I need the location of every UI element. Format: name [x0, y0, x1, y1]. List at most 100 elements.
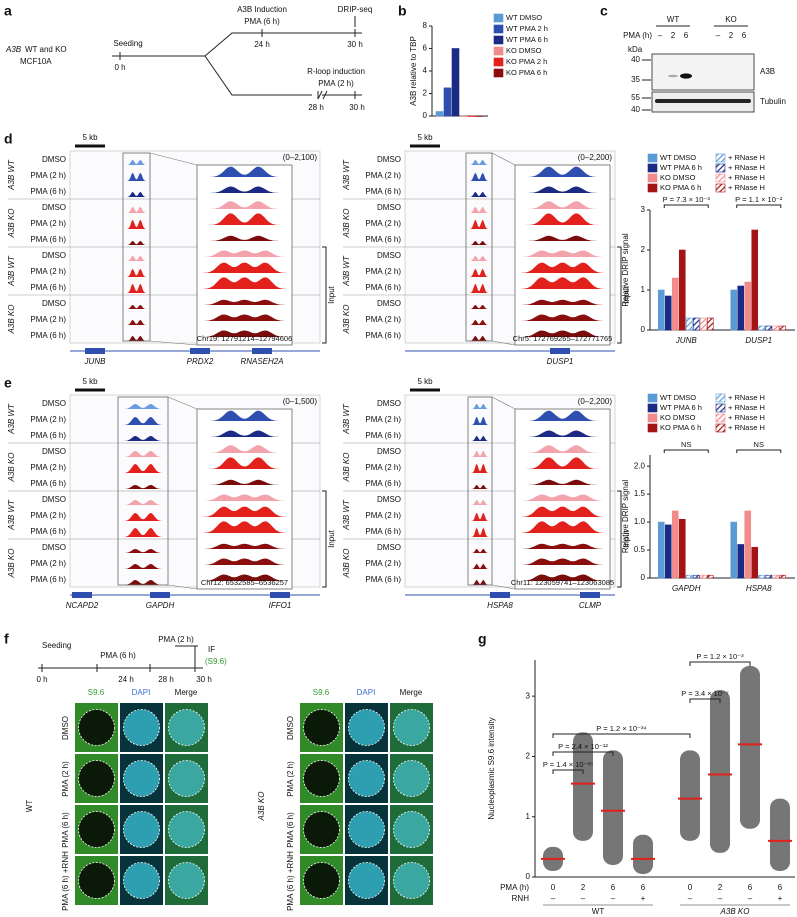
x-tick-label: DUSP1 [745, 336, 772, 345]
locus-label: Chr12: 6532585–6536257 [201, 578, 288, 587]
column-label: S9.6 [313, 688, 330, 697]
x-tick-label: HSPA8 [746, 584, 772, 593]
inset-small [122, 152, 151, 342]
gene-label: PRDX2 [187, 357, 214, 366]
bar [751, 546, 759, 579]
signal-zoom [203, 543, 286, 549]
signal [470, 564, 490, 569]
signal-zoom [521, 277, 604, 289]
nucleus [123, 811, 160, 848]
legend-label: KO DMSO [506, 46, 542, 55]
scale-label: 5 kb [417, 133, 433, 142]
bar [451, 48, 460, 117]
signal-zoom [203, 410, 286, 421]
dot-spread [573, 732, 593, 841]
legend-swatch [493, 57, 504, 67]
signal-zoom [203, 506, 286, 517]
side-label: WT [25, 800, 34, 813]
label: 0 h [36, 675, 47, 684]
signal [468, 269, 490, 277]
y-tick-label: 0 [641, 573, 646, 582]
signal [468, 220, 490, 229]
bar [699, 574, 707, 579]
column-label: DAPI [132, 688, 151, 697]
signal [120, 417, 166, 425]
signal [120, 549, 166, 553]
row-label: PMA (6 h) [30, 235, 66, 244]
rnh-axis-label: RNH [512, 894, 530, 903]
group-label: A3B KO [342, 453, 351, 483]
locus-label: Chr5: 172769265–172771765 [513, 334, 613, 343]
signal [470, 451, 490, 457]
gene-label: JUNB [84, 357, 107, 366]
annotation: P = 3.4 × 10⁻⁷ [681, 689, 729, 698]
signal [470, 580, 490, 585]
bar [706, 317, 714, 331]
row-label: PMA (6 h) [365, 235, 401, 244]
group-label: A3B KO [342, 305, 351, 335]
label: 30 h [196, 675, 212, 684]
legend-label: WT PMA 6 h [660, 163, 702, 172]
nucleus [78, 862, 115, 899]
row-label: PMA (2 h) [30, 511, 66, 520]
row-label: PMA (6 h) [286, 812, 295, 848]
group-label: A3B KO [342, 549, 351, 579]
locus-label: Chr19: 12791214–12794606 [197, 334, 293, 343]
signal-zoom [203, 479, 286, 485]
signal-zoom [203, 457, 286, 469]
y-tick-label: 0.5 [634, 545, 646, 554]
row-label: PMA (2 h) [30, 171, 66, 180]
row-label: PMA (6 h) [30, 331, 66, 340]
legend-label: WT DMSO [660, 153, 696, 162]
group-label: A3B WT [342, 499, 351, 531]
gene-label: CLMP [579, 601, 602, 610]
label: 24 h [118, 675, 134, 684]
label: PMA (2 h) [158, 635, 194, 644]
label: PMA (2 h) [318, 79, 354, 88]
signal [468, 207, 490, 213]
marker-label: 55 [631, 93, 640, 102]
range-label: (0–2,200) [578, 153, 613, 162]
label: Tubulin [760, 97, 786, 106]
nucleus [393, 760, 430, 797]
row-label: PMA (6 h) [30, 187, 66, 196]
signal [470, 436, 490, 441]
group-label: A3B KO [7, 305, 16, 335]
row-label: DMSO [377, 203, 401, 212]
rnh-tick-label: – [688, 894, 693, 903]
marker-label: 40 [631, 55, 640, 64]
signal-zoom [521, 574, 604, 581]
panel-letter: a [4, 3, 12, 19]
panel-letter: c [600, 3, 608, 19]
nucleus [78, 709, 115, 746]
timeline-f: Seeding 0 h PMA (6 h) 24 h PMA (2 h) 28 … [36, 635, 227, 684]
row-label: DMSO [377, 543, 401, 552]
signal-zoom [203, 430, 286, 437]
legend-swatch [715, 393, 726, 403]
nucleus [303, 811, 340, 848]
nucleus [348, 811, 385, 848]
gene-body [85, 348, 105, 354]
signal-zoom [203, 166, 286, 177]
bar [737, 544, 745, 579]
panel-letter: f [4, 631, 9, 647]
label: 28 h [158, 675, 174, 684]
x-tick-label: 6 [641, 883, 646, 892]
band [680, 73, 692, 79]
y-tick-label: 3 [526, 691, 531, 700]
y-tick-label: 8 [423, 21, 428, 30]
signal [468, 241, 490, 245]
signal [125, 269, 148, 277]
signal-zoom [521, 410, 604, 421]
signal-zoom [521, 430, 604, 437]
bracket [552, 733, 691, 738]
row-label: PMA (6 h) [365, 187, 401, 196]
bar [657, 521, 665, 579]
y-tick-label: 2 [526, 752, 531, 761]
band [668, 74, 678, 78]
signal-zoom [521, 445, 604, 453]
signal [125, 320, 148, 325]
side-label: A3B KO [257, 792, 266, 822]
y-tick-label: 1.0 [634, 517, 646, 526]
legend-label: WT DMSO [660, 393, 696, 402]
